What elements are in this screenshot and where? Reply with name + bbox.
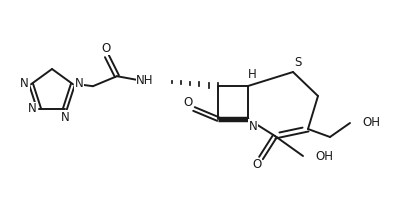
Text: S: S xyxy=(294,57,302,69)
Text: OH: OH xyxy=(315,149,333,163)
Text: N: N xyxy=(249,120,258,133)
Text: N: N xyxy=(75,77,84,90)
Text: O: O xyxy=(183,96,193,108)
Text: H: H xyxy=(247,67,256,81)
Text: O: O xyxy=(252,158,262,172)
Text: N: N xyxy=(28,102,37,115)
Text: N: N xyxy=(60,111,69,124)
Text: OH: OH xyxy=(362,116,380,130)
Text: N: N xyxy=(20,77,29,90)
Text: NH: NH xyxy=(136,74,154,87)
Text: O: O xyxy=(101,42,110,55)
